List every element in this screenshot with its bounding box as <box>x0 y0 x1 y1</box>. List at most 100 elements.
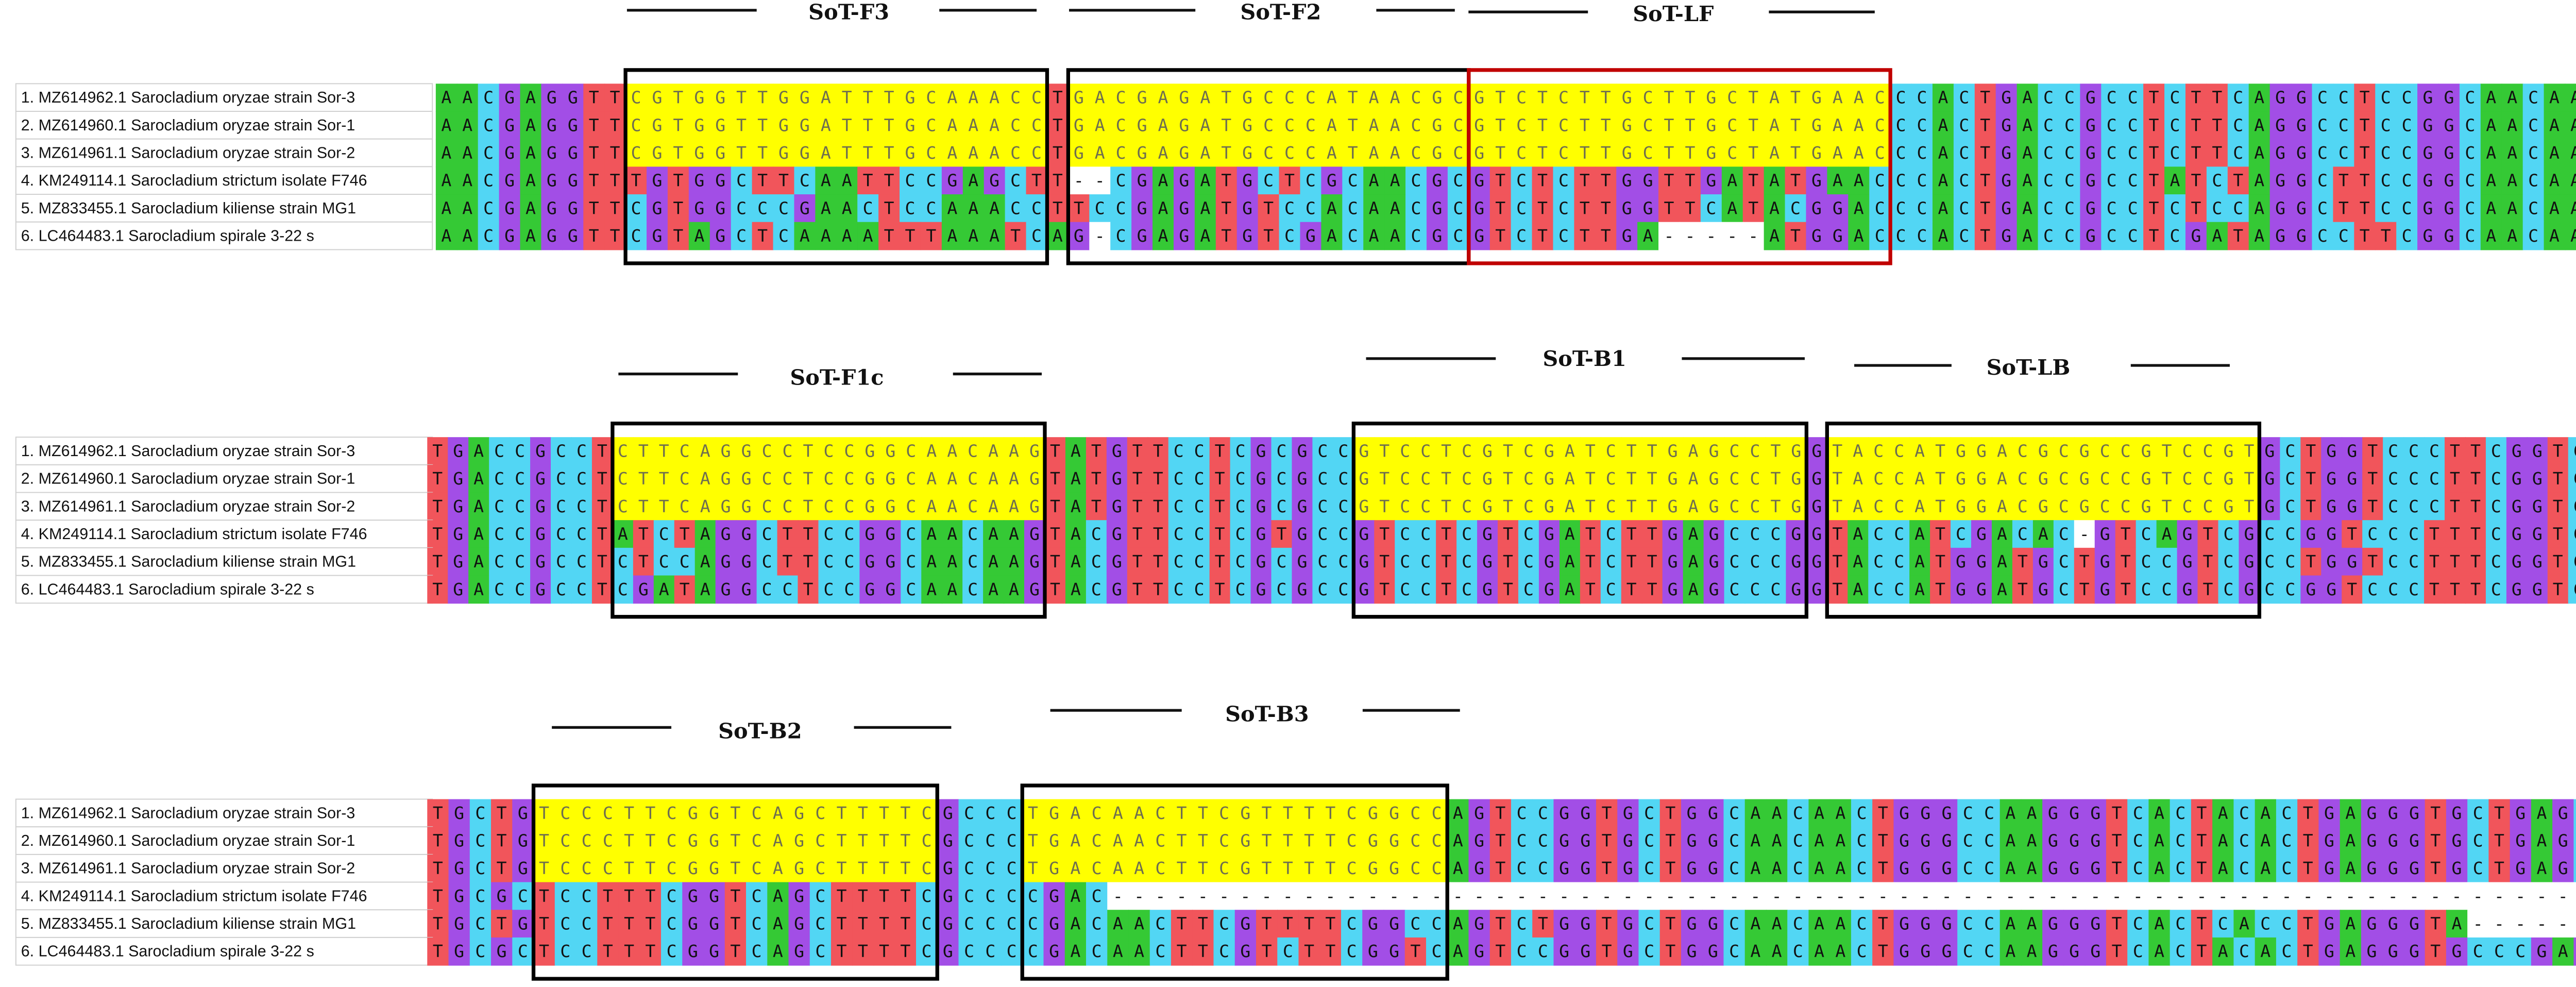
base-letter: C <box>1235 551 1246 572</box>
base-letter: T <box>597 441 607 461</box>
base-letter: G <box>778 88 789 108</box>
base-letter: A <box>1200 115 1210 135</box>
base-letter: C <box>1875 115 1885 135</box>
base-letter: C <box>2494 941 2504 961</box>
base-letter: A <box>2027 858 2037 878</box>
base-letter: C <box>1917 198 1927 218</box>
base-letter: C <box>1453 171 1463 191</box>
base-letter: T <box>2112 941 2122 961</box>
base-letter: A <box>526 88 536 108</box>
base-letter: G <box>1049 858 1059 878</box>
base-letter: G <box>2452 803 2462 823</box>
base-cell <box>1194 83 1216 112</box>
base-cell <box>1785 139 1807 168</box>
base-letter: T <box>1647 551 1657 572</box>
base-letter: T <box>1503 496 1513 516</box>
base-cell <box>1532 83 1554 112</box>
base-letter: A <box>473 551 484 572</box>
base-cell <box>794 83 816 112</box>
base-letter: C <box>1750 441 1760 461</box>
base-letter: C <box>582 914 592 934</box>
base-cell <box>815 111 837 140</box>
base-letter: T <box>497 858 507 878</box>
base-letter: A <box>988 524 998 544</box>
base-letter: T <box>2430 803 2441 823</box>
base-letter: A <box>1453 914 1463 934</box>
base-cell <box>625 139 648 168</box>
base-cell <box>1806 139 1828 168</box>
base-cell <box>456 139 479 168</box>
base-cell <box>1215 166 1238 195</box>
base-letter: T <box>589 88 599 108</box>
base-letter: G <box>2090 914 2100 934</box>
sequence-name: 6. LC464483.1 Sarocladium spirale 3-22 s <box>21 943 314 960</box>
base-letter: T <box>1304 914 1314 934</box>
base-letter: C <box>2465 115 2475 135</box>
base-letter: A <box>947 551 957 572</box>
base-letter: C <box>1155 858 1165 878</box>
base-letter: G <box>694 171 704 191</box>
base-letter: G <box>652 198 663 218</box>
base-letter: G <box>1559 941 1569 961</box>
base-letter: T <box>680 524 690 544</box>
base-letter: T <box>1379 551 1389 572</box>
base-letter: G <box>1942 941 1952 961</box>
base-letter: C <box>1959 115 1969 135</box>
base-cell <box>773 139 795 168</box>
base-letter: T <box>645 858 655 878</box>
base-letter: A <box>1853 441 1863 461</box>
base-letter: C <box>1091 551 1101 572</box>
base-letter: - <box>2494 914 2504 934</box>
base-letter: G <box>1482 551 1493 572</box>
base-cell <box>2417 83 2439 112</box>
base-letter: C <box>1338 496 1348 516</box>
base-letter: G <box>865 579 875 599</box>
base-letter: A <box>1158 198 1168 218</box>
base-letter: C <box>1432 858 1442 878</box>
base-letter: A <box>947 115 957 135</box>
base-letter: G <box>2090 803 2100 823</box>
base-cell <box>2164 111 2186 140</box>
base-letter: - <box>2537 886 2547 906</box>
base-letter: A <box>968 115 978 135</box>
base-letter: C <box>515 524 525 544</box>
base-letter: T <box>1495 198 1505 218</box>
base-letter: - <box>1283 886 1293 906</box>
base-letter: A <box>1071 551 1081 572</box>
base-letter: T <box>1262 831 1272 851</box>
base-letter: G <box>2515 858 2526 878</box>
base-letter: C <box>1091 524 1101 544</box>
base-letter: T <box>1770 469 1781 489</box>
base-letter: - <box>2197 886 2207 906</box>
base-letter: A <box>1997 551 2007 572</box>
base-letter: T <box>1537 143 1548 163</box>
base-letter: T <box>736 143 747 163</box>
base-cell <box>2417 111 2439 140</box>
base-letter: A <box>773 914 783 934</box>
base-letter: C <box>906 551 916 572</box>
base-letter: G <box>1297 496 1307 516</box>
base-cell <box>2269 83 2292 112</box>
base-letter: G <box>547 171 557 191</box>
base-letter: A <box>773 858 783 878</box>
base-letter: T <box>589 143 599 163</box>
base-letter: G <box>453 551 463 572</box>
base-letter: T <box>1790 115 1801 135</box>
base-letter: T <box>433 914 443 934</box>
base-letter: T <box>1215 469 1225 489</box>
base-letter: C <box>985 858 995 878</box>
base-letter: - <box>2079 524 2090 544</box>
base-cell <box>1321 139 1343 168</box>
base-letter: G <box>2515 803 2526 823</box>
base-letter: T <box>1132 524 1143 544</box>
base-letter: C <box>1462 496 1472 516</box>
base-letter: G <box>2367 914 2377 934</box>
base-letter: G <box>1811 88 1822 108</box>
base-letter: C <box>1317 496 1328 516</box>
base-letter: G <box>885 496 895 516</box>
base-letter: G <box>2324 831 2334 851</box>
base-letter: C <box>483 143 494 163</box>
base-letter: C <box>2175 914 2185 934</box>
base-letter: T <box>2079 551 2090 572</box>
base-letter: G <box>2001 198 2011 218</box>
